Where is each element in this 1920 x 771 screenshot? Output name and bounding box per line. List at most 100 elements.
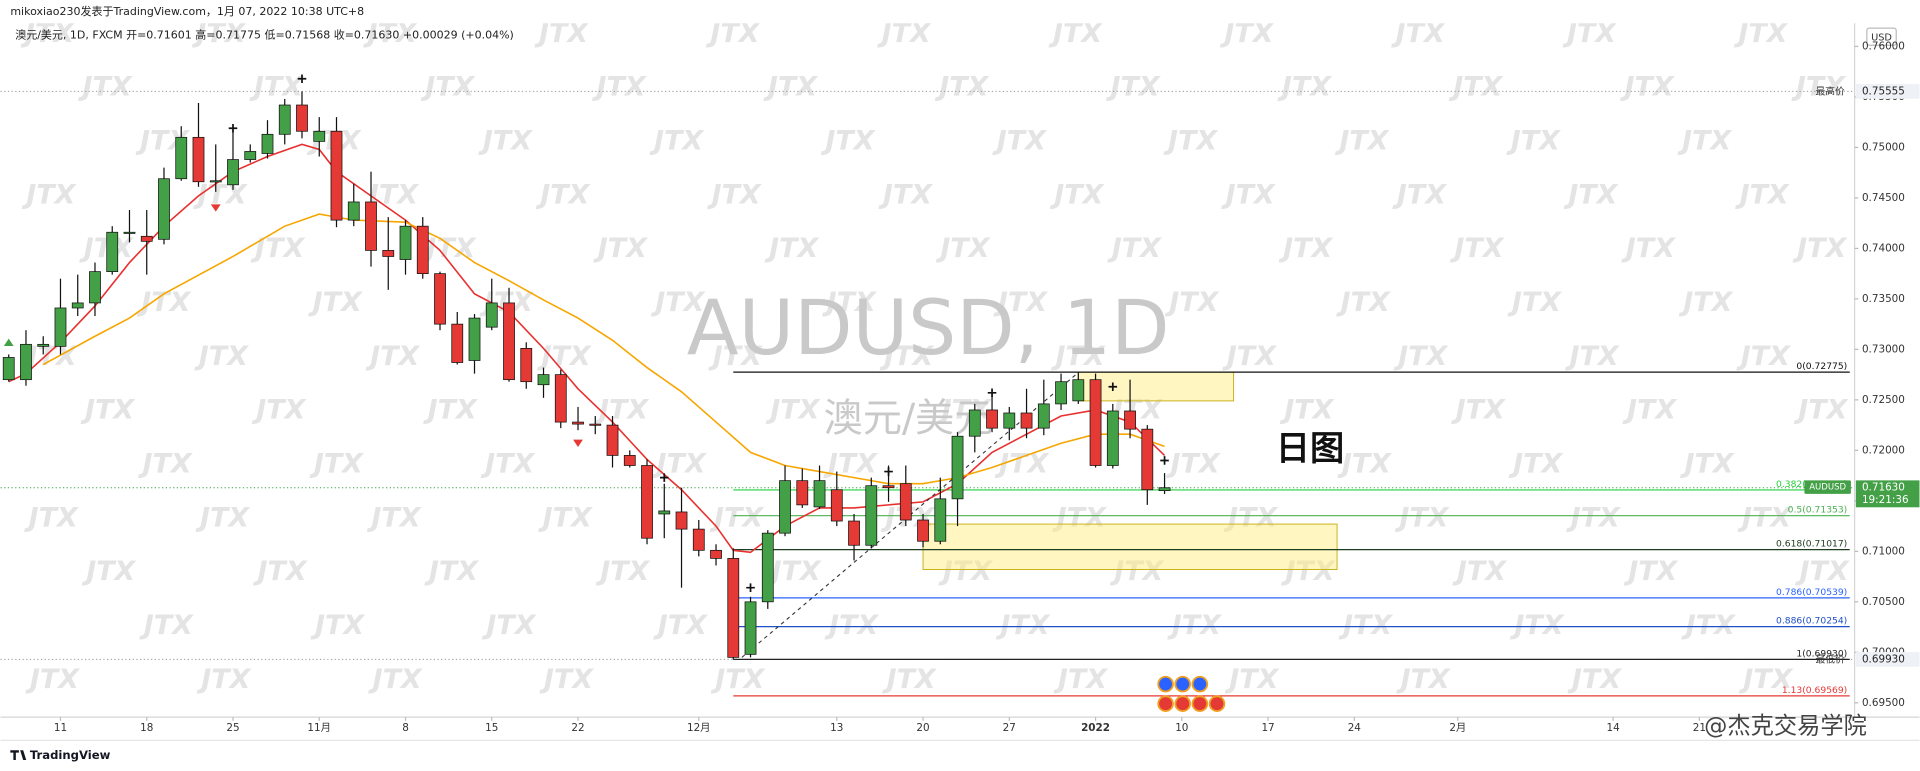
- brand-watermark: JTX: [78, 72, 133, 103]
- y-tick-label: 0.74500: [1862, 192, 1905, 204]
- unit-box: [1866, 27, 1897, 46]
- brand-watermark: JTX: [250, 233, 305, 264]
- brand-watermark: JTX: [1109, 556, 1164, 587]
- candle-body: [382, 250, 395, 257]
- symbol-box: [1804, 480, 1851, 494]
- up-marker: [3, 338, 14, 346]
- x-tick-label: 13: [830, 722, 843, 734]
- x-tick-label: 24: [1348, 722, 1362, 734]
- candle-body: [468, 317, 481, 361]
- brand-watermark: JTX: [764, 233, 819, 264]
- brand-watermark: JTX: [708, 341, 763, 372]
- brand-watermark: JTX: [1622, 395, 1677, 426]
- event-icon[interactable]: [1191, 675, 1209, 693]
- candle-body: [1141, 428, 1154, 491]
- candle-body: [865, 485, 878, 546]
- brand-watermark: JTX: [1050, 341, 1105, 372]
- x-tick-label: 10: [1175, 722, 1188, 734]
- low-price: 0.69930: [1862, 653, 1905, 665]
- brand-watermark: JTX: [1337, 449, 1392, 480]
- brand-watermark: JTX: [1566, 502, 1621, 533]
- candle-body: [296, 104, 308, 132]
- x-tick-label: 25: [226, 722, 239, 734]
- brand-watermark: JTX: [1509, 610, 1564, 641]
- brand-watermark: JTX: [1623, 556, 1678, 587]
- event-icon[interactable]: [1157, 695, 1174, 712]
- brand-watermark: JTX: [707, 179, 762, 210]
- symbol-line: 澳元/美元, 1D, FXCM 开=0.71601 高=0.71775 低=0.…: [15, 27, 514, 41]
- publisher: mikoxiao230发表于TradingView.com，1月 07, 202…: [10, 4, 364, 18]
- candle-body: [365, 201, 377, 251]
- candle-body: [2, 357, 15, 381]
- brand-watermark: JTX: [1279, 395, 1334, 426]
- y-tick-label: 0.73500: [1862, 293, 1905, 305]
- zone: [1077, 371, 1235, 402]
- brand-watermark: JTX: [651, 449, 706, 480]
- candle-body: [917, 519, 929, 542]
- brand-watermark: JTX: [536, 341, 591, 372]
- brand-watermark: JTX: [993, 287, 1048, 318]
- brand-watermark: JTX: [820, 125, 875, 156]
- event-icon[interactable]: [1174, 675, 1191, 693]
- x-tick-label: 20: [916, 722, 929, 734]
- brand-watermark: JTX: [24, 502, 79, 533]
- event-icon[interactable]: [1157, 675, 1174, 693]
- brand-watermark: JTX: [1164, 287, 1219, 318]
- brand-watermark: JTX: [1792, 233, 1847, 264]
- brand-watermark: JTX: [25, 664, 80, 695]
- brand-watermark: JTX: [1563, 179, 1618, 210]
- candle-body: [313, 130, 326, 142]
- x-tick-label: 15: [485, 722, 498, 734]
- brand-watermark: JTX: [249, 72, 304, 103]
- x-tick-label: 11月: [307, 722, 331, 734]
- brand-watermark: JTX: [1393, 341, 1448, 372]
- brand-watermark: JTX: [251, 395, 306, 426]
- candle-body: [934, 498, 947, 542]
- candle-body: [710, 549, 722, 559]
- candle-body: [485, 302, 498, 328]
- brand-watermark: JTX: [1620, 72, 1675, 103]
- brand-watermark: JTX: [481, 610, 536, 641]
- brand-watermark: JTX: [1396, 664, 1451, 695]
- candle-body: [606, 424, 619, 456]
- brand-watermark: JTX: [1106, 72, 1161, 103]
- brand-watermark: JTX: [81, 556, 136, 587]
- brand-watermark: JTX: [594, 395, 649, 426]
- last-price: 0.71630: [1862, 482, 1905, 494]
- zone: [922, 523, 1338, 571]
- brand-watermark: JTX: [1506, 125, 1561, 156]
- candle-body: [347, 201, 360, 221]
- event-icon[interactable]: [1174, 695, 1191, 712]
- symbol-label: AUDUSD: [1809, 483, 1846, 493]
- brand-watermark: JTX: [992, 125, 1047, 156]
- brand-watermark: JTX: [310, 610, 365, 641]
- brand-watermark: JTX: [1223, 502, 1278, 533]
- logo-icon: [10, 750, 27, 760]
- fib-label: 0.886(0.70254): [1776, 616, 1847, 627]
- brand-watermark: JTX: [1452, 556, 1507, 587]
- plus-marker: [297, 74, 307, 84]
- plus-marker: [659, 473, 669, 482]
- candle-body: [71, 302, 84, 309]
- x-tick-label: 22: [571, 722, 584, 734]
- price-axis: [1854, 23, 1920, 718]
- candle-body: [537, 374, 550, 386]
- brand-watermark: JTX: [649, 125, 704, 156]
- brand-watermark: JTX: [21, 179, 76, 210]
- header-bar: [0, 0, 1920, 24]
- event-icon[interactable]: [1191, 695, 1209, 712]
- brand-watermark: JTX: [935, 233, 990, 264]
- fib-label: 0.618(0.71017): [1776, 539, 1847, 550]
- low-price-box: [1855, 652, 1920, 667]
- x-tick-label: 12月: [687, 722, 711, 734]
- plus-marker: [884, 467, 893, 476]
- last-price-box: [1855, 480, 1920, 508]
- brand-watermark: JTX: [1278, 233, 1333, 264]
- fib-label: 1(0.69930): [1796, 648, 1847, 659]
- name-watermark: 澳元/美元: [824, 396, 994, 441]
- brand-watermark: JTX: [423, 395, 478, 426]
- event-icon[interactable]: [1208, 695, 1226, 712]
- brand-watermark: JTX: [1053, 664, 1108, 695]
